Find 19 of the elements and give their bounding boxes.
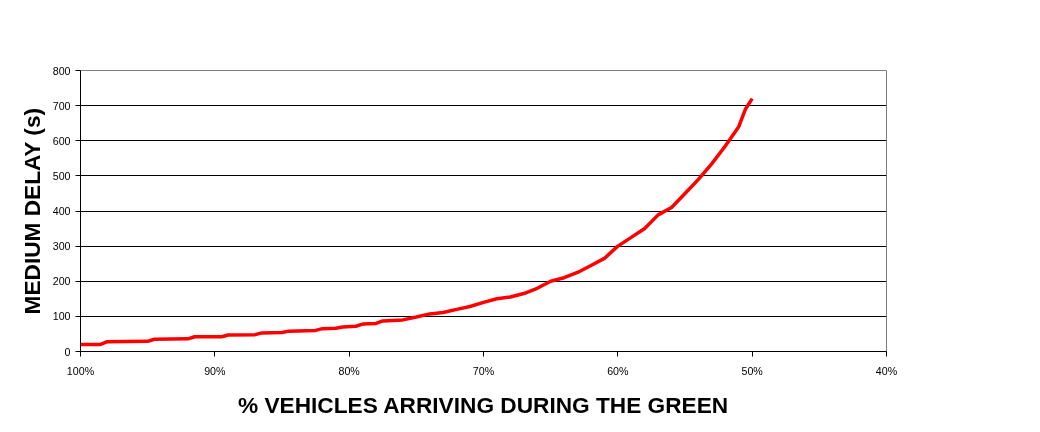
y-tick-label: 400 bbox=[52, 205, 71, 217]
x-tick-label: 80% bbox=[338, 364, 361, 377]
x-tick-label: 70% bbox=[472, 364, 495, 377]
y-tick-label: 700 bbox=[52, 99, 71, 112]
y-tick-label: 800 bbox=[52, 64, 71, 77]
x-tick-label: 50% bbox=[741, 364, 764, 377]
y-tick-label: 200 bbox=[52, 275, 71, 288]
y-tick-label: 0 bbox=[64, 345, 71, 358]
x-tick-label: 40% bbox=[875, 364, 898, 377]
y-tick-label: 500 bbox=[52, 169, 71, 182]
y-tick-label: 300 bbox=[52, 240, 71, 253]
y-axis-title: MEDIUM DELAY (s) bbox=[18, 107, 45, 315]
line-series bbox=[80, 96, 754, 347]
x-tick-label: 90% bbox=[204, 364, 227, 377]
y-tick-label: 100 bbox=[52, 310, 71, 323]
x-tick-label: 60% bbox=[607, 364, 630, 377]
x-axis-title: % VEHICLES ARRIVING DURING THE GREEN bbox=[238, 391, 729, 418]
x-tick-label: 100% bbox=[66, 364, 95, 377]
y-tick-label: 600 bbox=[52, 134, 71, 147]
